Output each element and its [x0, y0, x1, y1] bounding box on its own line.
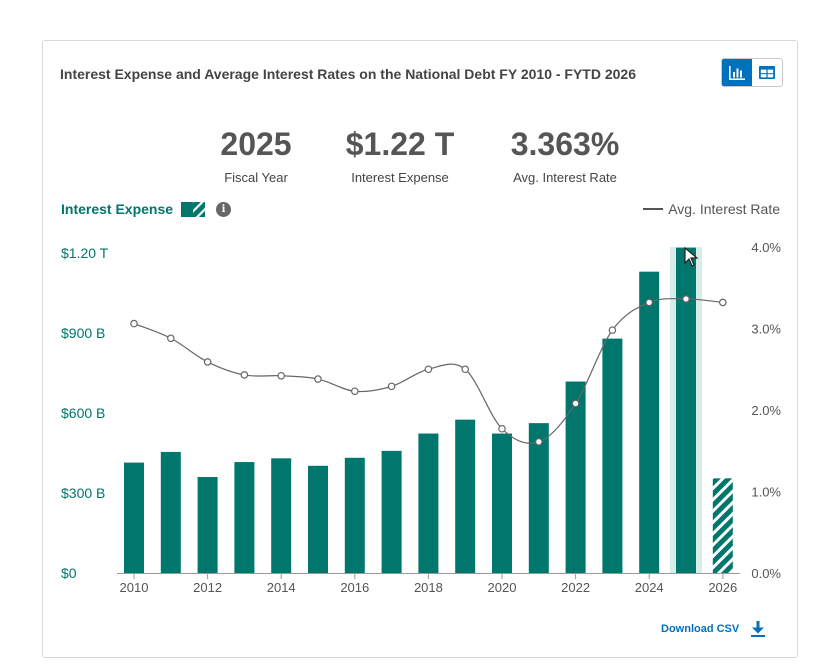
rate-point-2016[interactable]	[350, 387, 359, 396]
left-tick-label: $900 B	[61, 325, 105, 341]
stat-avg-rate: 3.363% Avg. Interest Rate	[495, 126, 635, 185]
bar-2013[interactable]	[234, 462, 255, 573]
bar-2018[interactable]	[418, 433, 439, 573]
x-tick-label: 2022	[561, 580, 590, 595]
bar-2015[interactable]	[308, 465, 328, 573]
table-view-button[interactable]	[752, 59, 782, 86]
stat-interest-expense: $1.22 T Interest Expense	[330, 126, 470, 185]
rate-point-2012[interactable]	[203, 358, 212, 366]
download-csv-link[interactable]: Download CSV	[661, 621, 766, 637]
bar-2024[interactable]	[639, 271, 660, 573]
fiscal-year-label: Fiscal Year	[224, 170, 288, 185]
x-tick-label: 2014	[267, 580, 296, 595]
rate-point-2013[interactable]	[240, 371, 249, 379]
chart-title: Interest Expense and Average Interest Ra…	[60, 66, 637, 82]
rate-point-2022[interactable]	[571, 399, 580, 408]
left-tick-label: $0	[61, 565, 77, 581]
avg-rate-value: 3.363%	[510, 126, 620, 162]
bar-2011[interactable]	[160, 451, 181, 573]
bar-2019[interactable]	[455, 419, 476, 573]
view-toggle	[721, 58, 783, 87]
rate-point-2024[interactable]	[645, 298, 654, 307]
bar-2026[interactable]	[712, 478, 733, 573]
fiscal-year-value: 2025	[220, 126, 292, 162]
right-tick-label: 2.0%	[751, 403, 781, 418]
x-tick-label: 2010	[120, 580, 149, 595]
bar-2016[interactable]	[344, 457, 365, 573]
table-icon	[759, 66, 775, 79]
cursor-pointer-icon	[684, 246, 699, 267]
left-tick-label: $1.20 T	[61, 245, 109, 261]
avg-rate-label: Avg. Interest Rate	[513, 170, 617, 185]
rate-point-2014[interactable]	[277, 371, 286, 380]
right-tick-label: 4.0%	[751, 240, 781, 255]
interest-expense-label: Interest Expense	[351, 170, 449, 185]
interest-expense-value: $1.22 T	[345, 126, 455, 162]
left-tick-label: $600 B	[61, 405, 105, 421]
bar-2020[interactable]	[492, 433, 512, 573]
download-csv-label: Download CSV	[661, 623, 740, 635]
bar-2023[interactable]	[602, 338, 623, 573]
right-tick-label: 0.0%	[751, 566, 781, 581]
legend-expense-swatch	[181, 201, 206, 217]
bar-2022[interactable]	[565, 381, 586, 573]
bar-2010[interactable]	[124, 462, 144, 573]
rate-point-2020[interactable]	[498, 424, 506, 433]
rate-point-2015[interactable]	[314, 375, 322, 383]
bar-2025[interactable]	[676, 247, 696, 573]
legend-avg-rate: Avg. Interest Rate	[643, 201, 780, 217]
bar-2021[interactable]	[528, 423, 549, 573]
right-tick-label: 1.0%	[751, 485, 781, 500]
bar-2017[interactable]	[381, 450, 402, 573]
chart-view-button[interactable]	[722, 59, 752, 86]
legend-expense-label: Interest Expense	[61, 201, 174, 217]
rate-point-2025[interactable]	[682, 295, 690, 303]
x-tick-label: 2020	[488, 580, 517, 595]
rate-point-2010[interactable]	[130, 319, 138, 328]
legend-interest-expense: Interest Expense i	[61, 201, 232, 217]
right-tick-label: 3.0%	[751, 322, 781, 337]
bar-2012[interactable]	[197, 477, 218, 573]
x-tick-label: 2016	[340, 580, 369, 595]
x-tick-label: 2018	[414, 580, 443, 595]
rate-point-2026[interactable]	[718, 298, 727, 307]
rate-point-2018[interactable]	[424, 365, 433, 374]
bar-chart-icon	[729, 65, 745, 80]
x-tick-label: 2024	[635, 580, 664, 595]
legend-rate-label: Avg. Interest Rate	[668, 201, 780, 217]
rate-point-2021[interactable]	[534, 437, 543, 446]
rate-point-2023[interactable]	[608, 326, 617, 334]
info-icon[interactable]: i	[216, 201, 232, 217]
x-tick-label: 2012	[193, 580, 222, 595]
rate-point-2019[interactable]	[461, 365, 470, 374]
download-icon	[751, 621, 766, 637]
stat-fiscal-year: 2025 Fiscal Year	[186, 126, 326, 185]
bar-2014[interactable]	[271, 458, 292, 573]
left-tick-label: $300 B	[61, 485, 105, 501]
legend-rate-line	[643, 208, 664, 210]
rate-point-2011[interactable]	[167, 334, 175, 343]
rate-point-2017[interactable]	[387, 382, 396, 391]
x-tick-label: 2026	[708, 580, 737, 595]
